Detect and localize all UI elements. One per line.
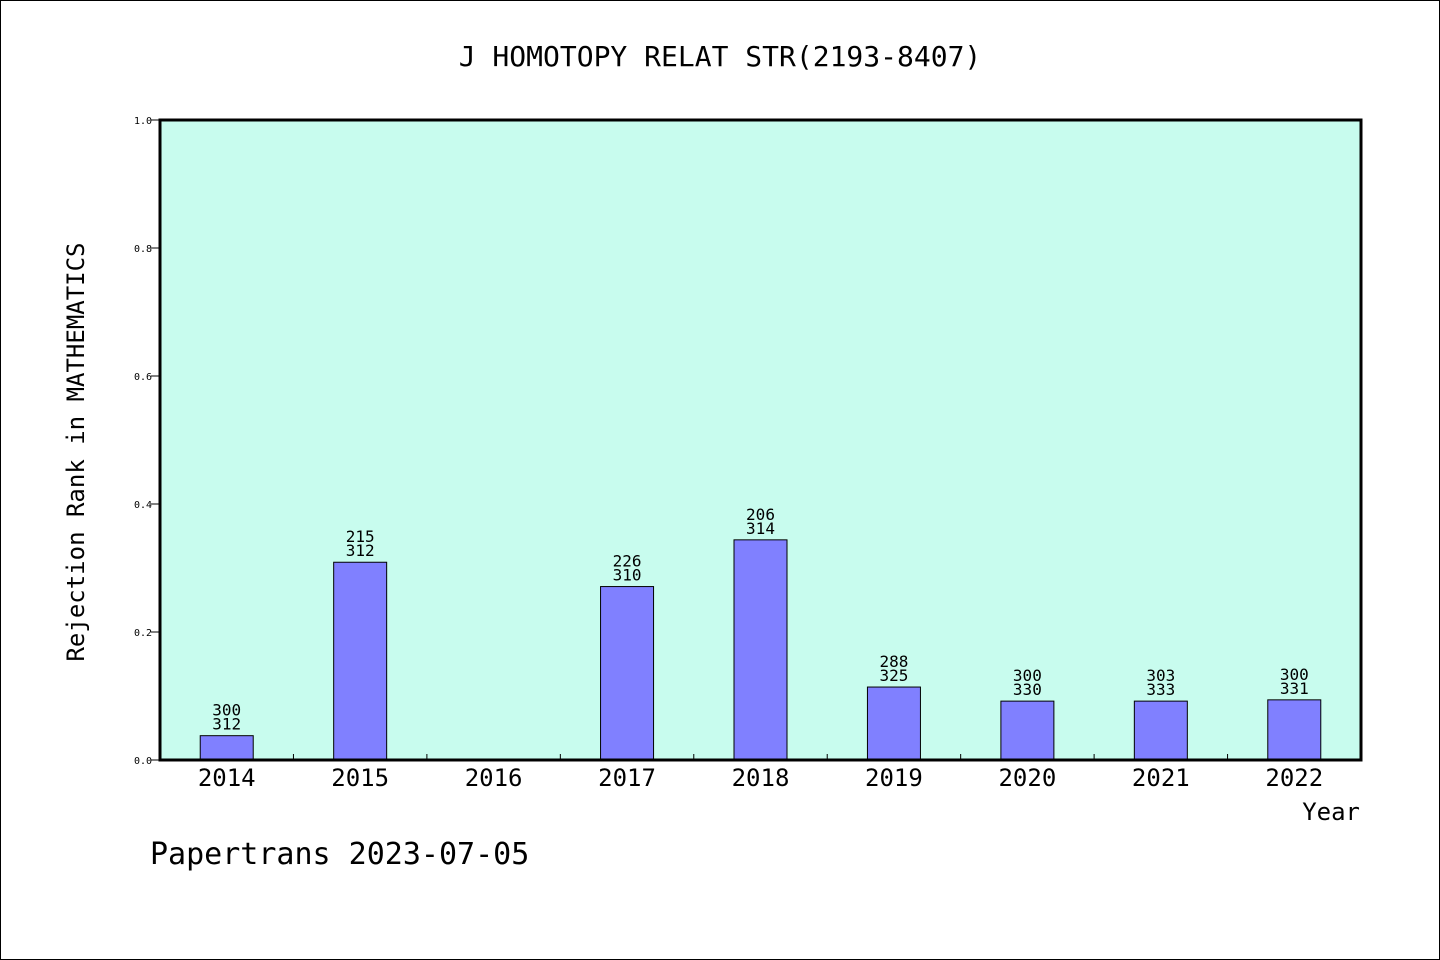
- bar-label-top: 206: [746, 505, 775, 524]
- x-tick-label: 2020: [998, 764, 1056, 792]
- y-tick-label: 0.0: [134, 756, 152, 767]
- bar-2014: [199, 735, 254, 761]
- bars-layer: [199, 539, 1322, 761]
- bar-2015: [333, 561, 388, 761]
- footer-text: Papertrans 2023-07-05: [150, 837, 529, 872]
- bar-label-bottom: 331: [1280, 679, 1309, 698]
- y-axis-title: Rejection Rank in MATHEMATICS: [62, 242, 90, 661]
- y-tick-label: 0.8: [134, 244, 152, 255]
- x-tick-label: 2019: [865, 764, 923, 792]
- bar-label-top: 226: [613, 552, 642, 571]
- x-tick-label: 2022: [1265, 764, 1323, 792]
- y-tick-label: 0.6: [134, 372, 152, 383]
- bar-label-bottom: 330: [1013, 680, 1042, 699]
- bar-label-bottom: 314: [746, 519, 775, 538]
- bar-label-top: 215: [346, 527, 375, 546]
- y-tick-label: 0.4: [134, 500, 152, 511]
- x-tick-label: 2018: [732, 764, 790, 792]
- y-tick-label: 0.2: [134, 628, 152, 639]
- bar-label-top: 288: [879, 652, 908, 671]
- bar-2020: [1000, 700, 1055, 761]
- plot-border: [158, 118, 1363, 762]
- x-tick-label: 2017: [598, 764, 656, 792]
- bar-label-bottom: 325: [879, 666, 908, 685]
- x-tick-label: 2016: [465, 764, 523, 792]
- bar-label-bottom: 312: [346, 541, 375, 560]
- chart-title: J HOMOTOPY RELAT STR(2193-8407): [459, 40, 982, 73]
- bar-2022: [1267, 699, 1322, 761]
- bar-label-bottom: 312: [212, 715, 241, 734]
- bar-label-top: 300: [1013, 666, 1042, 685]
- y-tick-label: 1.0: [134, 116, 152, 127]
- x-tick-label: 2015: [331, 764, 389, 792]
- bar-label-top: 300: [212, 701, 241, 720]
- bar-2021: [1133, 700, 1188, 761]
- bar-label-bottom: 333: [1146, 680, 1175, 699]
- bar-label-top: 303: [1146, 666, 1175, 685]
- x-axis-title: Year: [1302, 798, 1360, 826]
- bar-2017: [600, 586, 655, 761]
- bar-label-top: 300: [1280, 665, 1309, 684]
- x-tick-label: 2021: [1132, 764, 1190, 792]
- bar-2018: [733, 539, 788, 761]
- bar-label-bottom: 310: [613, 566, 642, 585]
- x-tick-label: 2014: [198, 764, 256, 792]
- bar-2019: [866, 686, 921, 761]
